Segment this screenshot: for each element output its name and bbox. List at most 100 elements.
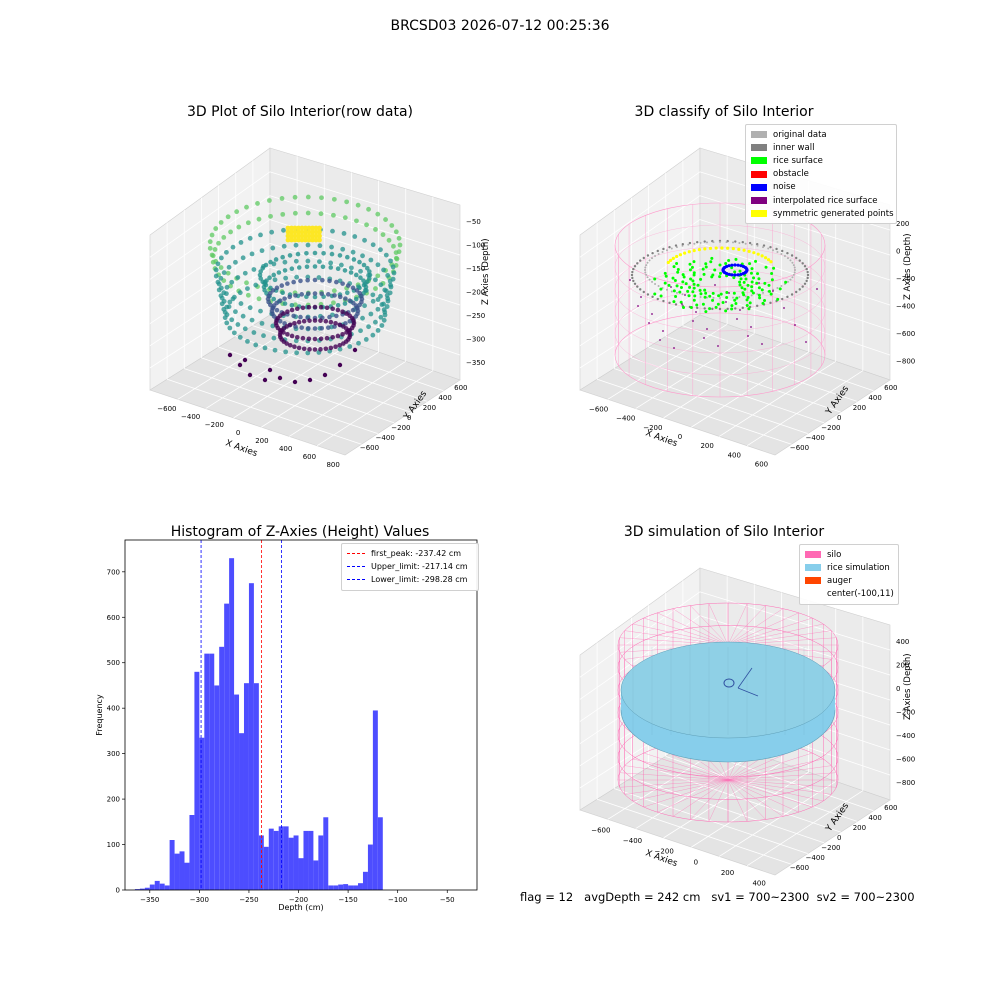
panel1-point <box>340 281 345 286</box>
panel2-point <box>632 267 635 271</box>
panel4-silo-spoke <box>672 779 729 817</box>
panel1-point <box>221 290 227 296</box>
panel1-point <box>312 294 318 300</box>
panel1-point <box>280 290 285 296</box>
panel2-point <box>662 247 665 251</box>
panel1-point <box>289 237 294 243</box>
panel4-center-marker <box>723 678 735 688</box>
panel1-point <box>285 332 290 337</box>
panel4-silo-spoke <box>690 779 729 820</box>
panel2-point <box>693 242 696 245</box>
panel1-point <box>224 320 230 326</box>
panel1-point <box>383 217 388 222</box>
panel1-point <box>294 350 300 356</box>
panel2-point <box>769 292 773 296</box>
panel2-y-tick: −600 <box>790 444 809 452</box>
panel2-point <box>645 264 648 267</box>
panel1-point <box>292 229 298 235</box>
panel2-grid <box>597 378 792 445</box>
panel2-point <box>674 244 678 247</box>
panel1-point <box>299 292 305 297</box>
panel1-point <box>301 318 307 324</box>
panel1-grid <box>201 357 395 424</box>
panel2-point <box>783 307 785 309</box>
panel2-point <box>806 270 809 274</box>
panel2-wall-ring <box>614 290 826 376</box>
histogram-bar <box>333 885 339 890</box>
panel1-point <box>317 229 322 235</box>
panel2-point <box>703 288 707 292</box>
panel1-grid <box>167 378 362 445</box>
panel2-point <box>673 347 675 349</box>
histogram-bar <box>348 885 354 890</box>
panel3-y-tick-label: 0 <box>116 887 120 895</box>
panel1-point <box>224 304 230 310</box>
panel3-legend-label: Lower_limit: -298.28 cm <box>371 575 468 585</box>
panel2-point <box>731 247 735 251</box>
panel1-point <box>280 211 286 217</box>
panel1-point <box>242 270 248 276</box>
panel2-point <box>699 296 702 299</box>
panel2-grid <box>719 361 836 437</box>
panel1-grid <box>269 290 461 356</box>
panel2-point <box>688 268 692 272</box>
panel2-z-tick: 200 <box>896 220 909 228</box>
panel1-point <box>285 225 291 231</box>
panel1-point <box>388 258 393 264</box>
panel1-point <box>251 330 257 335</box>
panel1-point <box>381 307 387 313</box>
panel4-auger <box>737 687 759 697</box>
panel2-point <box>761 301 765 305</box>
panel4-silo-spoke <box>727 765 832 781</box>
panel1-grid <box>205 333 325 409</box>
panel2-point <box>778 287 782 291</box>
panel1-point <box>218 255 224 261</box>
panel1-point <box>358 268 363 274</box>
panel1-point <box>213 226 219 231</box>
panel1-grid <box>149 243 271 324</box>
panel1-point <box>229 317 235 323</box>
panel4-grid <box>691 771 809 848</box>
panel2-point <box>646 293 650 296</box>
panel1-point <box>271 296 277 302</box>
panel2-point <box>648 278 651 281</box>
panel1-point <box>289 302 295 308</box>
panel2-point <box>776 297 780 301</box>
panel2-y-tick: 200 <box>853 404 866 412</box>
panel2-point <box>738 241 741 244</box>
panel1-x-tick: 400 <box>279 445 292 453</box>
panel2-point <box>678 253 683 257</box>
panel1-point <box>351 318 356 323</box>
panel1-point <box>364 222 369 228</box>
panel1-point <box>222 315 228 321</box>
panel1-point <box>224 284 230 290</box>
panel2-point <box>633 265 637 268</box>
status-line: flag = 12 avgDepth = 242 cm sv1 = 700~23… <box>520 890 915 904</box>
panel4-x-tick: −600 <box>591 826 610 834</box>
panel2-point <box>665 288 668 291</box>
panel2-point <box>656 297 659 301</box>
histogram-bar <box>209 653 215 890</box>
panel2-point <box>716 302 720 306</box>
panel2-point <box>750 285 754 289</box>
panel1-point <box>337 253 343 258</box>
panel1-point <box>296 229 301 235</box>
panel1-grid <box>149 195 271 280</box>
panel1-point <box>270 323 276 329</box>
panel2-point <box>691 290 695 294</box>
panel4-legend-item: rice simulation <box>805 561 893 574</box>
panel2-legend: original data inner wall rice surface obsta… <box>745 124 897 225</box>
panel2-legend-item: inner wall <box>751 141 891 154</box>
panel1-point <box>348 270 354 275</box>
panel1-point <box>312 347 318 352</box>
panel1-point <box>233 259 238 265</box>
panel2-point <box>719 297 721 299</box>
panel2-point <box>698 288 702 292</box>
panel1-point <box>298 314 303 320</box>
panel3-x-tick-label: −100 <box>388 896 407 904</box>
panel2-legend-swatch <box>751 183 767 191</box>
panel4-legend-swatch <box>805 590 821 598</box>
panel2-point <box>734 240 737 243</box>
panel3-legend-item: first_peak: -237.42 cm <box>347 547 473 560</box>
panel2-point <box>801 285 804 288</box>
